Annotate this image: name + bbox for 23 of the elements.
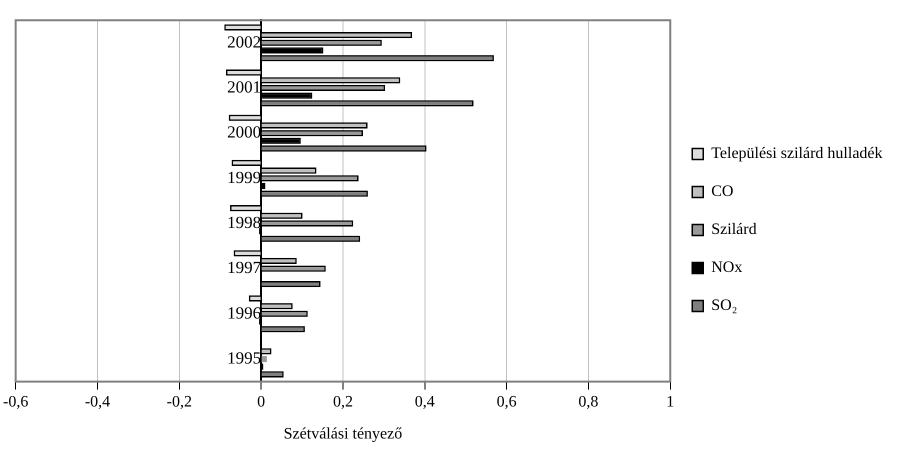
x-tick-label: 0,8 <box>578 393 598 410</box>
legend-label: CO <box>711 183 734 200</box>
x-tick-label: -0,4 <box>84 393 110 410</box>
legend-label: Szilárd <box>711 221 757 238</box>
legend-label: Települési szilárd hulladék <box>711 145 883 162</box>
y-tick-label: 2001 <box>227 77 262 96</box>
y-tick-label: 1998 <box>227 212 262 232</box>
legend-label: SO₂ <box>711 297 738 314</box>
y-tick-label: 1996 <box>227 303 262 322</box>
y-tick-label: 1995 <box>227 348 262 368</box>
y-tick-label: 1999 <box>227 168 262 187</box>
x-tick-label: -0,2 <box>166 393 192 410</box>
y-tick-label: 2000 <box>227 122 262 142</box>
x-tick-label: 1 <box>666 393 674 410</box>
x-tick-label: 0 <box>257 393 266 410</box>
y-tick-label: 2002 <box>227 32 262 52</box>
x-tick-label: 0,2 <box>332 393 353 410</box>
x-tick-label: -0,6 <box>3 393 28 410</box>
x-tick-label: 0,4 <box>414 393 435 410</box>
y-tick-label: 1997 <box>227 258 262 278</box>
legend-label: NOx <box>711 259 742 276</box>
x-tick-label: 0,6 <box>496 393 517 410</box>
x-axis-title: Szétválási tényező <box>284 426 402 443</box>
